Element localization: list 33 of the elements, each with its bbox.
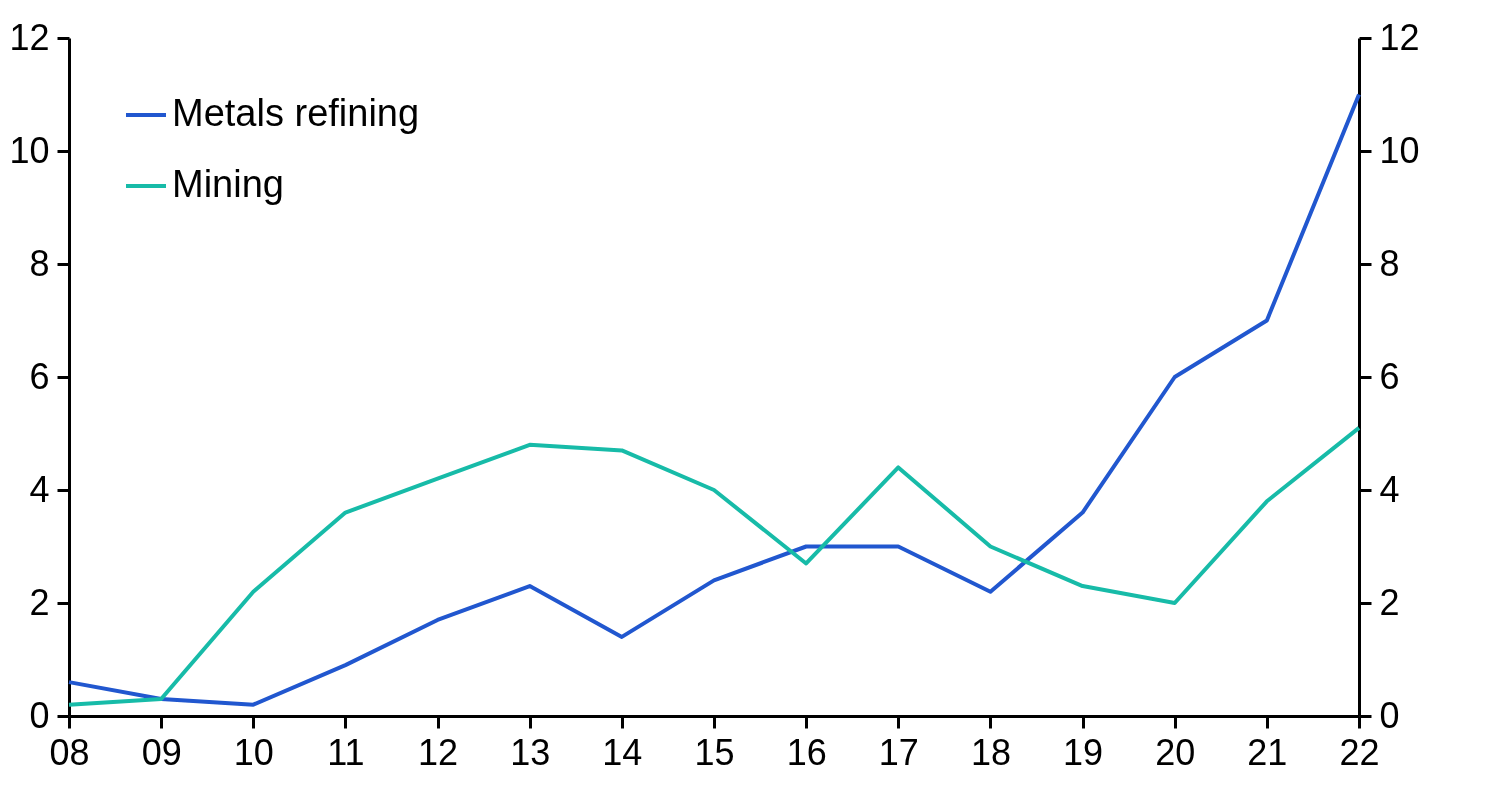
y-tick-label: 10	[9, 129, 50, 171]
x-tick-label: 22	[1339, 731, 1380, 773]
y2-tick-label: 6	[1379, 355, 1400, 397]
y2-tick-label: 12	[1379, 16, 1420, 58]
x-tick-label: 13	[510, 731, 551, 773]
y2-tick-label: 0	[1379, 694, 1400, 736]
x-tick-label: 16	[786, 731, 827, 773]
x-tick-label: 19	[1063, 731, 1104, 773]
x-tick-label: 20	[1155, 731, 1196, 773]
legend-label: Mining	[172, 163, 284, 205]
y-tick-label: 12	[9, 16, 50, 58]
x-tick-label: 21	[1247, 731, 1288, 773]
legend-label: Metals refining	[172, 92, 420, 134]
y-tick-label: 8	[29, 242, 50, 284]
y-tick-label: 2	[29, 581, 50, 623]
x-tick-label: 15	[694, 731, 735, 773]
x-tick-label: 10	[233, 731, 274, 773]
y2-tick-label: 2	[1379, 581, 1400, 623]
y2-tick-label: 10	[1379, 129, 1420, 171]
x-tick-label: 14	[602, 731, 643, 773]
line-series	[67, 92, 1361, 707]
y2-tick-label: 4	[1379, 468, 1400, 510]
y2-tick-label: 8	[1379, 242, 1400, 284]
x-tick-label: 17	[878, 731, 919, 773]
y-tick-label: 0	[29, 694, 50, 736]
x-tick-label: 09	[141, 731, 182, 773]
x-tick-label: 08	[49, 731, 90, 773]
y-tick-label: 4	[29, 468, 50, 510]
x-tick-label: 12	[418, 731, 459, 773]
y-tick-label: 6	[29, 355, 50, 397]
x-tick-label: 18	[970, 731, 1011, 773]
x-tick-label: 11	[327, 731, 365, 773]
line-series	[67, 425, 1361, 707]
